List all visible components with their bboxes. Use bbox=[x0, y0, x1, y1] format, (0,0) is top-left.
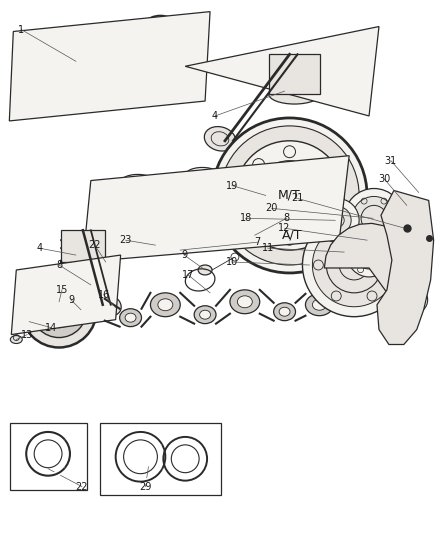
Circle shape bbox=[235, 141, 344, 250]
Ellipse shape bbox=[158, 299, 173, 311]
Polygon shape bbox=[377, 190, 434, 344]
Ellipse shape bbox=[198, 265, 212, 275]
Ellipse shape bbox=[83, 232, 93, 260]
Polygon shape bbox=[185, 27, 379, 116]
Circle shape bbox=[344, 189, 404, 248]
Ellipse shape bbox=[312, 300, 326, 310]
Circle shape bbox=[31, 282, 87, 337]
Ellipse shape bbox=[60, 253, 105, 271]
Polygon shape bbox=[61, 230, 105, 262]
Polygon shape bbox=[11, 255, 120, 335]
Ellipse shape bbox=[305, 294, 333, 316]
Ellipse shape bbox=[92, 293, 121, 316]
Ellipse shape bbox=[268, 67, 320, 75]
Text: 9: 9 bbox=[68, 295, 74, 305]
Ellipse shape bbox=[200, 310, 211, 319]
Ellipse shape bbox=[274, 303, 296, 321]
Text: A/T: A/T bbox=[282, 229, 303, 241]
Text: 23: 23 bbox=[120, 235, 132, 245]
Text: 8: 8 bbox=[56, 260, 62, 270]
Circle shape bbox=[41, 292, 77, 328]
Text: M/T: M/T bbox=[278, 189, 301, 202]
Circle shape bbox=[323, 206, 351, 234]
Text: 4: 4 bbox=[212, 111, 218, 121]
FancyBboxPatch shape bbox=[100, 423, 221, 495]
Circle shape bbox=[352, 197, 396, 240]
Ellipse shape bbox=[150, 293, 180, 317]
Ellipse shape bbox=[75, 306, 87, 314]
Circle shape bbox=[220, 126, 359, 265]
Circle shape bbox=[21, 272, 97, 348]
Text: 20: 20 bbox=[265, 204, 278, 213]
Ellipse shape bbox=[77, 299, 105, 321]
Circle shape bbox=[315, 198, 359, 242]
Polygon shape bbox=[324, 223, 413, 304]
Circle shape bbox=[312, 223, 396, 307]
Circle shape bbox=[303, 213, 406, 317]
Text: 19: 19 bbox=[226, 181, 238, 190]
Ellipse shape bbox=[194, 306, 216, 324]
Ellipse shape bbox=[84, 304, 98, 315]
Text: 11: 11 bbox=[261, 243, 274, 253]
Text: 15: 15 bbox=[56, 285, 68, 295]
Text: 16: 16 bbox=[98, 290, 110, 300]
Text: 8: 8 bbox=[283, 213, 290, 223]
Text: 12: 12 bbox=[279, 223, 291, 233]
Text: 7: 7 bbox=[254, 237, 261, 247]
Text: 14: 14 bbox=[45, 322, 57, 333]
Text: 22: 22 bbox=[88, 240, 101, 250]
Circle shape bbox=[49, 300, 69, 320]
Text: 18: 18 bbox=[240, 213, 252, 223]
Circle shape bbox=[347, 233, 391, 277]
Text: 9: 9 bbox=[181, 250, 187, 260]
Ellipse shape bbox=[11, 336, 22, 343]
Circle shape bbox=[20, 313, 38, 330]
Circle shape bbox=[212, 118, 367, 273]
Ellipse shape bbox=[205, 126, 236, 151]
Text: 10: 10 bbox=[226, 257, 238, 267]
Text: 30: 30 bbox=[378, 174, 390, 183]
FancyBboxPatch shape bbox=[11, 423, 87, 490]
Circle shape bbox=[400, 286, 427, 314]
Text: 1: 1 bbox=[18, 25, 25, 35]
Ellipse shape bbox=[125, 313, 136, 322]
Text: 22: 22 bbox=[76, 482, 88, 491]
Text: 31: 31 bbox=[385, 156, 397, 166]
Text: 17: 17 bbox=[182, 270, 194, 280]
Ellipse shape bbox=[237, 296, 252, 308]
Circle shape bbox=[255, 160, 324, 230]
Ellipse shape bbox=[230, 290, 260, 314]
Text: 4: 4 bbox=[36, 243, 42, 253]
Ellipse shape bbox=[268, 84, 320, 104]
Polygon shape bbox=[83, 156, 349, 262]
Text: 29: 29 bbox=[139, 482, 152, 491]
Polygon shape bbox=[9, 12, 210, 121]
Text: 21: 21 bbox=[291, 193, 304, 204]
Ellipse shape bbox=[279, 307, 290, 316]
Polygon shape bbox=[268, 54, 320, 94]
Text: 13: 13 bbox=[21, 329, 33, 340]
Ellipse shape bbox=[120, 309, 141, 327]
